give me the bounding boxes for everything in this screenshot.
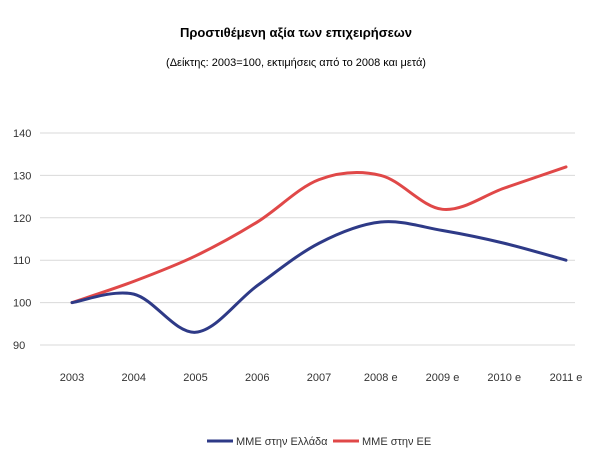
data-point bbox=[379, 174, 382, 177]
data-point bbox=[256, 220, 259, 224]
y-axis-ticks: 90 100 110 120 130 140 bbox=[13, 128, 31, 352]
x-tick-label: 2010 e bbox=[487, 372, 521, 384]
y-tick-label: 110 bbox=[13, 255, 31, 267]
y-tick-label: 120 bbox=[13, 213, 31, 225]
series-line-greece bbox=[70, 220, 568, 334]
data-point bbox=[503, 242, 506, 245]
chart-subtitle: (Δείκτης: 2003=100, εκτιμήσεις από το 20… bbox=[166, 57, 426, 69]
chart-title: Προστιθέμενη αξία των επιχειρήσεων bbox=[180, 25, 412, 40]
data-point bbox=[194, 331, 197, 334]
y-tick-label: 90 bbox=[13, 340, 25, 352]
x-axis-ticks: 2003 2004 2005 2006 2007 2008 e 2009 e 2010 e 20… bbox=[60, 372, 583, 384]
y-tick-label: 100 bbox=[13, 298, 31, 310]
data-point bbox=[317, 242, 321, 245]
x-tick-label: 2003 bbox=[60, 372, 84, 384]
data-point bbox=[132, 280, 135, 283]
y-tick-label: 130 bbox=[13, 170, 31, 182]
data-point bbox=[317, 178, 321, 181]
series-line-eu bbox=[70, 165, 568, 305]
data-point bbox=[379, 220, 382, 224]
x-tick-label: 2011 e bbox=[550, 372, 583, 384]
gridlines bbox=[40, 132, 575, 346]
series-lines bbox=[70, 165, 568, 334]
x-tick-label: 2006 bbox=[245, 372, 269, 384]
data-point bbox=[132, 292, 135, 296]
y-tick-label: 140 bbox=[13, 128, 31, 140]
data-point bbox=[256, 284, 259, 287]
data-point bbox=[564, 259, 568, 262]
data-point bbox=[564, 165, 568, 169]
x-tick-label: 2007 bbox=[307, 372, 331, 384]
legend: ΜΜΕ στην Ελλάδα ΜΜΕ στην ΕΕ bbox=[207, 436, 431, 448]
legend-label-greece: ΜΜΕ στην Ελλάδα bbox=[236, 436, 328, 448]
data-point bbox=[441, 229, 444, 232]
data-point bbox=[70, 301, 74, 304]
x-tick-label: 2005 bbox=[183, 372, 207, 384]
x-tick-label: 2009 e bbox=[426, 372, 460, 384]
data-point bbox=[441, 208, 444, 211]
x-tick-label: 2004 bbox=[122, 372, 146, 384]
data-point bbox=[194, 254, 197, 258]
data-point bbox=[503, 186, 506, 190]
x-tick-label: 2008 e bbox=[364, 372, 398, 384]
legend-label-eu: ΜΜΕ στην ΕΕ bbox=[362, 436, 431, 448]
